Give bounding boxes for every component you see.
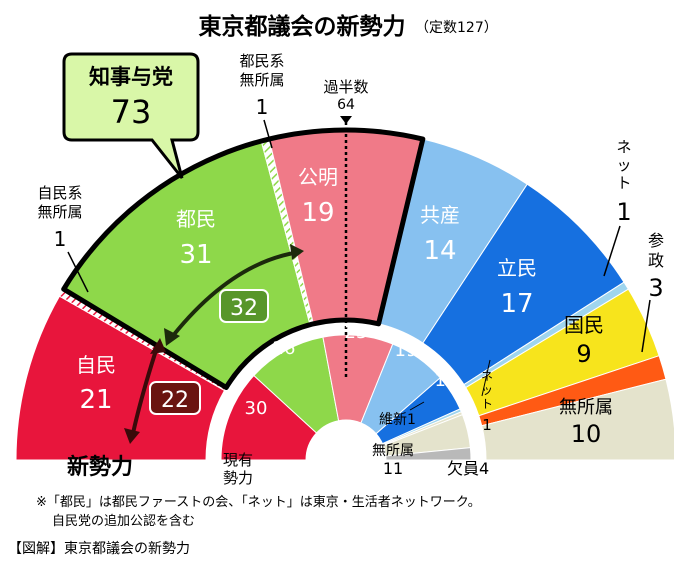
svg-text:参: 参 bbox=[648, 231, 664, 250]
label-new-seats: 新勢力 bbox=[67, 454, 133, 480]
svg-text:1: 1 bbox=[54, 227, 67, 251]
svg-text:ネ: ネ bbox=[616, 138, 631, 156]
svg-text:欠員4: 欠員4 bbox=[447, 459, 489, 478]
svg-text:30: 30 bbox=[245, 398, 268, 419]
current-seat-arc bbox=[220, 334, 472, 461]
current-seg-vacant bbox=[385, 447, 472, 461]
svg-text:無所属: 無所属 bbox=[239, 71, 284, 89]
svg-text:12: 12 bbox=[435, 370, 458, 391]
label-kyosan-value: 14 bbox=[423, 236, 456, 266]
label-mushozoku-value: 10 bbox=[571, 420, 602, 448]
svg-text:維新1: 維新1 bbox=[379, 412, 416, 428]
svg-text:26: 26 bbox=[273, 338, 296, 359]
label-mushozoku: 無所属 bbox=[559, 397, 613, 418]
svg-text:無所属: 無所属 bbox=[372, 443, 414, 459]
svg-text:32: 32 bbox=[230, 296, 258, 321]
chart-title: 東京都議会の新勢力 bbox=[199, 13, 406, 40]
label-kokumin-value: 9 bbox=[576, 340, 591, 368]
footnote-1: ※「都民」は都民ファーストの会、「ネット」は東京・生活者ネットワーク。 bbox=[36, 494, 481, 510]
svg-text:ト: ト bbox=[481, 397, 493, 411]
label-rikken: 立民 bbox=[497, 256, 537, 280]
svg-text:1: 1 bbox=[482, 416, 492, 434]
label-komei-value: 19 bbox=[301, 198, 334, 228]
label-kokumin: 国民 bbox=[564, 313, 604, 337]
svg-text:過半数: 過半数 bbox=[323, 78, 368, 96]
svg-text:現有: 現有 bbox=[223, 451, 253, 469]
new-seg-mushozoku bbox=[481, 378, 674, 461]
callout-jimin-independent: 自民系 無所属 1 bbox=[37, 184, 89, 293]
svg-text:3: 3 bbox=[648, 274, 663, 302]
change-arrow-jimin: 22 bbox=[124, 338, 201, 444]
label-komei: 公明 bbox=[298, 165, 338, 189]
svg-text:1: 1 bbox=[616, 198, 631, 226]
svg-text:1: 1 bbox=[256, 95, 269, 119]
svg-text:ッ: ッ bbox=[481, 383, 493, 397]
callout-tomin-independent: 都民系 無所属 1 bbox=[239, 52, 285, 149]
svg-text:19: 19 bbox=[395, 340, 418, 361]
change-arrow-tomin: 32 bbox=[164, 244, 304, 346]
svg-text:ト: ト bbox=[616, 174, 631, 192]
footnote-2: 自民党の追加公認を含む bbox=[52, 513, 195, 529]
svg-text:無所属: 無所属 bbox=[37, 203, 82, 221]
caption: 【図解】東京都議会の新勢力 bbox=[8, 540, 190, 557]
label-tomin: 都民 bbox=[176, 207, 216, 231]
label-current-seats: 現有 勢力 bbox=[223, 451, 253, 487]
chart-subtitle: （定数127） bbox=[415, 20, 498, 36]
svg-text:11: 11 bbox=[383, 459, 403, 478]
label-kyosan: 共産 bbox=[420, 203, 460, 227]
callout-net: ネ ッ ト 1 bbox=[603, 138, 632, 277]
svg-text:ッ: ッ bbox=[616, 156, 631, 174]
svg-text:自民系: 自民系 bbox=[37, 184, 82, 202]
majority-marker bbox=[340, 116, 352, 124]
svg-text:都民系: 都民系 bbox=[239, 52, 284, 70]
label-rikken-value: 17 bbox=[500, 289, 533, 319]
current-segment-labels: 30 26 23 19 12 維新1 ネ ッ ト 1 無所属 11 欠員4 bbox=[245, 322, 493, 478]
svg-text:勢力: 勢力 bbox=[223, 469, 253, 487]
svg-text:23: 23 bbox=[345, 322, 368, 343]
label-jimin: 自民 bbox=[76, 353, 116, 377]
svg-text:73: 73 bbox=[111, 93, 152, 131]
label-tomin-value: 31 bbox=[179, 240, 212, 270]
callout-majority: 過半数 64 bbox=[323, 78, 368, 113]
svg-text:22: 22 bbox=[161, 388, 189, 413]
ruling-bloc-callout: 知事与党 73 bbox=[62, 52, 200, 179]
svg-text:知事与党: 知事与党 bbox=[89, 65, 173, 89]
svg-text:64: 64 bbox=[337, 97, 355, 113]
svg-text:ネ: ネ bbox=[481, 369, 493, 383]
ruling-bloc-outline bbox=[61, 127, 426, 391]
svg-text:政: 政 bbox=[648, 251, 664, 270]
label-jimin-value: 21 bbox=[79, 385, 112, 415]
callout-sansei: 参 政 3 bbox=[641, 231, 664, 353]
new-segment-labels: 自民 21 都民 31 公明 19 共産 14 立民 17 国民 9 無所属 1… bbox=[76, 165, 613, 448]
